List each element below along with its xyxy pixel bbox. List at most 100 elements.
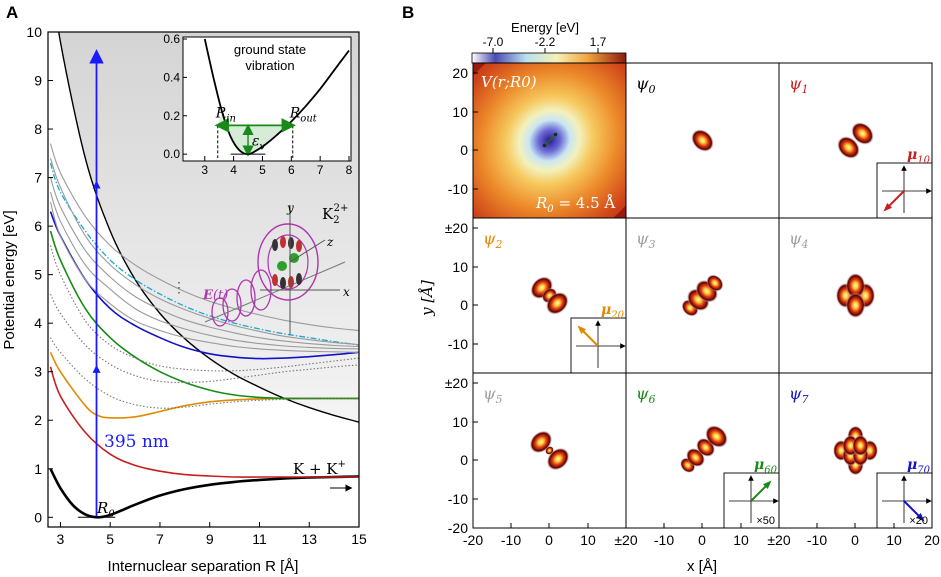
potential-label: V(r;R0) — [481, 73, 537, 91]
r0-label-main: R — [96, 499, 108, 517]
inset-x-tick-label: 4 — [230, 163, 237, 177]
orbital-density — [836, 121, 875, 160]
photon-arrowhead — [92, 180, 101, 189]
orbital-lobe — [845, 292, 866, 319]
inset-x-tick-label: 3 — [201, 163, 208, 177]
x-tick-label-b: 0 — [698, 532, 706, 548]
y-tick-label-b: ±20 — [445, 220, 468, 236]
colorbar-ticks: -7.0 -2.2 1.7 — [483, 35, 607, 53]
curve-gray3 — [49, 177, 359, 348]
y-tick-label-b: 10 — [452, 104, 468, 120]
y-axis-label-b: y [Å] — [418, 280, 436, 317]
x-tick-label-b: ±20 — [614, 532, 637, 548]
y-axis-label-a: Potential energy [eV] — [1, 210, 18, 349]
dipole-label-sub: 20 — [610, 310, 624, 321]
orbital-lobe — [690, 128, 715, 153]
orbital-label: ψ3 — [636, 229, 656, 251]
dipole-label-sub: 10 — [917, 155, 930, 166]
orbital-cell: ψ1 μ10 — [778, 62, 933, 219]
dipole-label-sub: 70 — [917, 465, 930, 476]
inset-title-line2: vibration — [245, 58, 294, 73]
orbital-cell: ψ6 μ60 ×50 — [625, 372, 780, 529]
orbital-density — [681, 274, 724, 317]
y-tick-label-b: -20 — [448, 520, 468, 536]
cell-content: ψ7 μ70 ×20 — [779, 373, 932, 528]
orbital-lobe — [545, 446, 554, 455]
asymptote-kk-main: K + K — [293, 460, 338, 478]
orbital-lobe — [845, 272, 866, 299]
x-tick-label-b: -10 — [501, 532, 521, 548]
dipole-arrowhead — [916, 513, 925, 522]
dipole-arrowhead — [883, 203, 892, 212]
x-tick-label-a: 15 — [351, 531, 367, 547]
y-tick-label-b: -10 — [448, 491, 468, 507]
lobe — [288, 237, 294, 249]
ellipsis-label: ⋮ — [172, 279, 186, 295]
orbital-lobes-3d — [272, 236, 302, 289]
curve-red — [49, 366, 359, 478]
y-tick-label-a: 9 — [34, 73, 42, 89]
orbital-label-psi: ψ — [789, 384, 802, 403]
axis-z-label-3d: z — [326, 235, 334, 249]
inset-y-tick-label: 0.2 — [163, 109, 180, 123]
atom-1 — [277, 261, 287, 271]
r-out-label: Rout — [289, 105, 318, 124]
orbital-density — [679, 424, 729, 474]
orbital-label: ψ4 — [789, 229, 809, 251]
y-tick-label-b: 20 — [452, 65, 468, 81]
orbital-lobe — [836, 135, 861, 160]
orbital-cell: ψ4 — [778, 217, 933, 374]
dipole-vector — [903, 500, 922, 519]
curve-gray-dot3 — [50, 337, 359, 409]
z-axis-3d — [289, 239, 326, 263]
epsilon-label-main: ε — [252, 134, 260, 150]
inset-y-tick-label: 0.4 — [163, 70, 180, 84]
inset-title-line1: ground state — [234, 42, 306, 57]
x-tick-label-b: 10 — [580, 532, 596, 548]
orbital-label-sub: 1 — [802, 83, 809, 96]
dipole-label-mu: μ — [907, 147, 917, 163]
x-tick-label-b: 10 — [886, 532, 902, 548]
inset-x-tick-label: 6 — [288, 163, 295, 177]
r-in-label: Rin — [215, 105, 236, 124]
r-in-label-sub: in — [226, 113, 236, 124]
r0-label: R0 — [96, 499, 115, 520]
cell-content: ψ6 μ60 ×50 — [626, 373, 779, 528]
epsilon-label-sub: v — [260, 142, 266, 153]
field-label-arg: (t) — [213, 288, 228, 303]
y-tick-label-b: 10 — [452, 414, 468, 430]
cell-content: ψ2 μ20 — [473, 218, 626, 373]
scale-factor-label: ×50 — [756, 515, 775, 527]
inset-x-tick-label: 8 — [346, 163, 353, 177]
field-label-e: E — [202, 288, 214, 303]
panel-label-a: A — [6, 3, 18, 22]
propagation-axis — [204, 261, 346, 323]
orbital-lobe — [852, 434, 869, 457]
orbital-label: ψ6 — [636, 384, 656, 406]
cell-content: ψ3 — [626, 218, 779, 373]
orbital-label-sub: 5 — [496, 393, 503, 406]
orbital-label-psi: ψ — [636, 229, 649, 248]
y-tick-label-b: 0 — [460, 297, 468, 313]
inset-y-tick-label: 0.0 — [163, 147, 180, 161]
colorbar-bar — [471, 52, 627, 64]
x-tick-label-b: ±20 — [767, 532, 790, 548]
dimer-atom — [553, 132, 558, 137]
orbital-cell: ψ2 μ20 — [472, 217, 627, 374]
panel-a-ticks: 3 5 7 9 11 13 15 0 1 2 3 4 5 6 7 8 9 10 — [26, 24, 367, 547]
orbital-label-psi: ψ — [789, 74, 802, 93]
inset-y-tick-label: 0.6 — [163, 32, 180, 46]
y-tick-label-a: 3 — [34, 364, 42, 380]
cell-content: ψ0 — [626, 63, 779, 218]
y-tick-label-a: 8 — [34, 121, 42, 137]
r-out-label-main: R — [289, 105, 301, 121]
dipole-vector — [580, 328, 599, 347]
dimer-bond — [544, 134, 556, 146]
panel-a-frame — [47, 31, 360, 528]
inset-x-tick-label: 5 — [259, 163, 266, 177]
potential-r0-value: = 4.5 Å — [554, 194, 616, 212]
curve-ground — [49, 468, 359, 519]
dipole-label: μ20 — [601, 302, 625, 321]
